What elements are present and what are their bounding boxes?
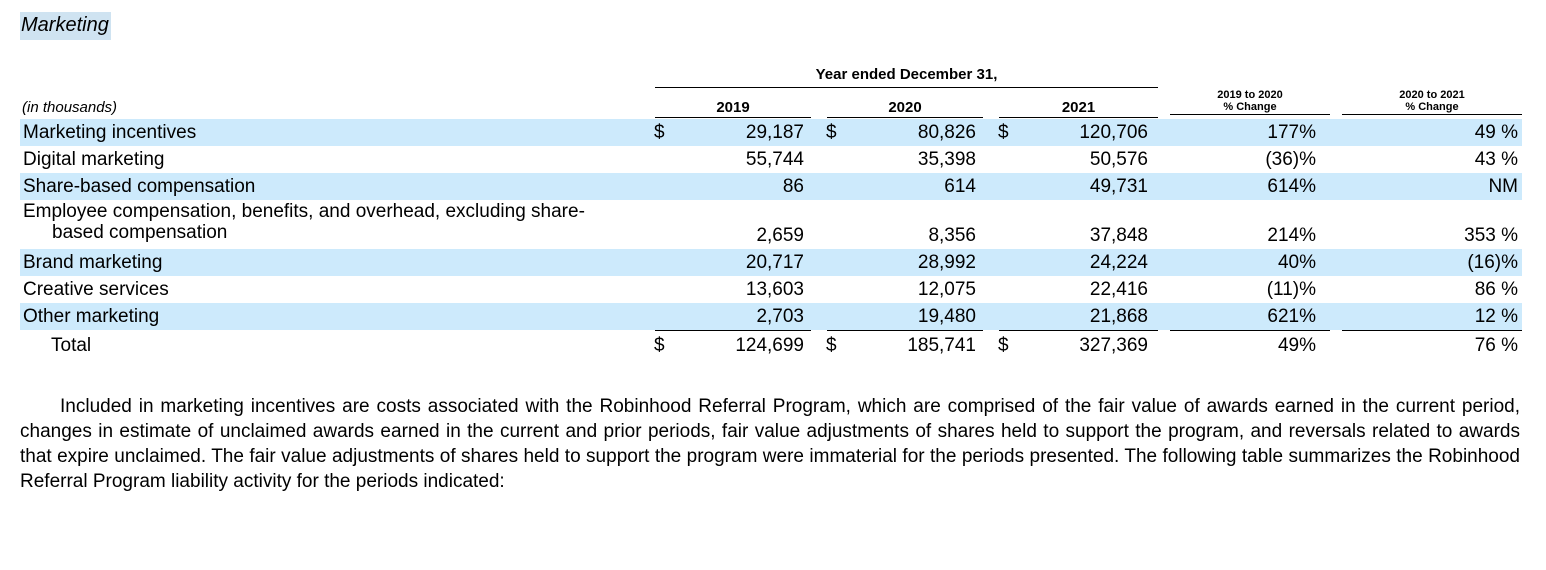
cell-2019: 55,744 [745, 149, 804, 170]
currency-symbol: $ [654, 122, 665, 143]
table-row: Employee compensation, benefits, and ove… [20, 200, 1522, 249]
cell-change-2020-2021: (16)% [1467, 252, 1518, 273]
cell-2019: 86 [782, 176, 804, 197]
change-header-line1: 2020 to 2021 [1399, 89, 1465, 101]
currency-symbol: $ [826, 335, 837, 356]
col-header-2021: 2021 [999, 99, 1158, 118]
cell-2020: 614 [944, 176, 976, 197]
table-row: Brand marketing 20,717 28,992 24,224 40%… [20, 249, 1522, 276]
cell-2020: 28,992 [917, 252, 976, 273]
cell-2020: 35,398 [917, 149, 976, 170]
total-2021: 327,369 [1079, 335, 1148, 356]
cell-change-2019-2020: 621% [1267, 306, 1316, 327]
change-header-line2: % Change [1405, 101, 1459, 113]
cell-change-2020-2021: 12 % [1474, 306, 1518, 327]
total-change-2020-2021: 76 % [1474, 335, 1518, 356]
row-label: Marketing incentives [23, 122, 197, 143]
cell-2021: 24,224 [1089, 252, 1148, 273]
total-row: Total $ 124,699 $ 185,741 $ 327,369 49% … [20, 332, 1522, 359]
cell-2019: 13,603 [745, 279, 804, 300]
row-label-line1: Employee compensation, benefits, and ove… [23, 201, 585, 222]
total-change-2019-2020: 49% [1277, 335, 1316, 356]
body-paragraph: Included in marketing incentives are cos… [20, 396, 1520, 492]
row-label: Employee compensation, benefits, and ove… [23, 201, 585, 243]
total-label: Total [51, 335, 92, 356]
cell-2020: 12,075 [917, 279, 976, 300]
change-header-line1: 2019 to 2020 [1217, 89, 1283, 101]
cell-change-2020-2021: 43 % [1474, 149, 1518, 170]
cell-2021: 50,576 [1089, 149, 1148, 170]
cell-change-2019-2020: 177% [1267, 122, 1316, 143]
row-label: Share-based compensation [23, 176, 256, 197]
cell-2019: 2,659 [756, 225, 804, 246]
cell-2021: 120,706 [1079, 122, 1148, 143]
cell-change-2019-2020: 40% [1277, 252, 1316, 273]
cell-change-2019-2020: 614% [1267, 176, 1316, 197]
change-header-2019-2020: 2019 to 2020 % Change [1170, 89, 1330, 115]
cell-change-2020-2021: 49 % [1474, 122, 1518, 143]
currency-symbol: $ [998, 335, 1009, 356]
cell-change-2020-2021: 86 % [1474, 279, 1518, 300]
subtotal-rule [1170, 330, 1330, 331]
cell-2021: 21,868 [1089, 306, 1148, 327]
units-label: (in thousands) [22, 99, 118, 116]
cell-change-2020-2021: 353 % [1464, 225, 1518, 246]
row-label-line2: based compensation [52, 222, 228, 243]
cell-2021: 22,416 [1089, 279, 1148, 300]
total-2019: 124,699 [735, 335, 804, 356]
row-label: Other marketing [23, 306, 160, 327]
table-row: Marketing incentives $ 29,187 $ 80,826 $… [20, 119, 1522, 146]
change-header-2020-2021: 2020 to 2021 % Change [1342, 89, 1522, 115]
cell-change-2019-2020: (36)% [1265, 149, 1316, 170]
subtotal-rule [655, 330, 811, 331]
change-header-line2: % Change [1223, 101, 1277, 113]
cell-2021: 49,731 [1089, 176, 1148, 197]
cell-2019: 20,717 [745, 252, 804, 273]
cell-change-2019-2020: (11)% [1266, 279, 1316, 300]
subtotal-rule [999, 330, 1158, 331]
cell-2021: 37,848 [1089, 225, 1148, 246]
subtotal-rule [827, 330, 983, 331]
currency-symbol: $ [826, 122, 837, 143]
row-label: Creative services [23, 279, 169, 300]
cell-2020: 19,480 [917, 306, 976, 327]
currency-symbol: $ [998, 122, 1009, 143]
row-label: Brand marketing [23, 252, 163, 273]
cell-2020: 80,826 [917, 122, 976, 143]
table-row: Other marketing 2,703 19,480 21,868 621%… [20, 303, 1522, 330]
table-row: Creative services 13,603 12,075 22,416 (… [20, 276, 1522, 303]
cell-change-2019-2020: 214% [1267, 225, 1316, 246]
cell-2019: 2,703 [756, 306, 804, 327]
total-2020: 185,741 [907, 335, 976, 356]
subtotal-rule [1342, 330, 1522, 331]
table-row: Digital marketing 55,744 35,398 50,576 (… [20, 146, 1522, 173]
col-header-2019: 2019 [655, 99, 811, 118]
table-row: Share-based compensation 86 614 49,731 6… [20, 173, 1522, 200]
cell-2020: 8,356 [928, 225, 976, 246]
cell-2019: 29,187 [745, 122, 804, 143]
currency-symbol: $ [654, 335, 665, 356]
section-heading: Marketing [20, 12, 111, 40]
group-header: Year ended December 31, [655, 66, 1158, 88]
col-header-2020: 2020 [827, 99, 983, 118]
row-label: Digital marketing [23, 149, 165, 170]
cell-change-2020-2021: NM [1488, 176, 1518, 197]
